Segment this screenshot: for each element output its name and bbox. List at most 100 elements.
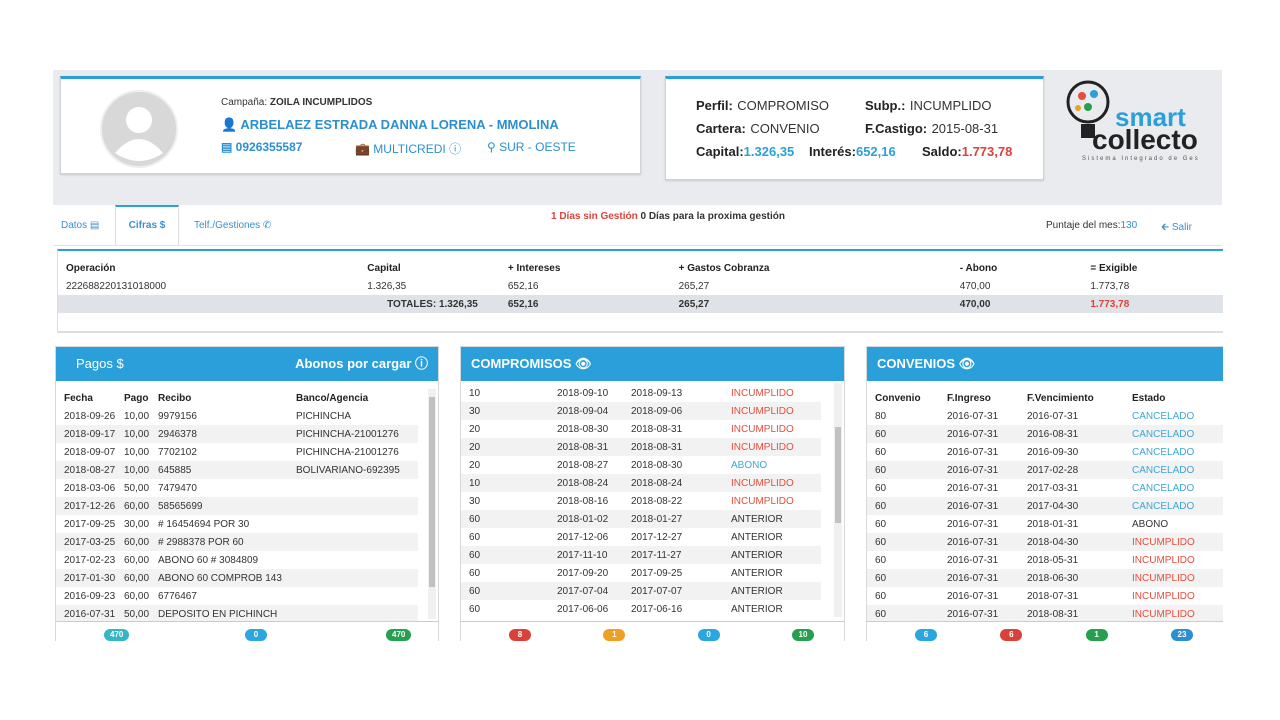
status-line: 1 Días sin Gestión 0 Días para la proxim… [551, 211, 785, 222]
totals-cell: 265,27 [670, 295, 952, 313]
cell: 2016-07-31 [1027, 410, 1079, 422]
cell: 60,00 [116, 533, 150, 551]
tab-active[interactable]: Cifras $ [115, 205, 179, 245]
score-value: 130 [1120, 220, 1138, 231]
tab[interactable]: Telf./Gestiones ✆ [194, 220, 272, 231]
cell: 50,00 [124, 482, 150, 494]
cell: 2017-06-16 [631, 603, 683, 615]
pagos-panel: Pagos $ Abonos por cargar ⓘ Fecha Pago Rec… [55, 346, 439, 641]
cell: 60 [469, 603, 481, 615]
badge: 6 [1000, 629, 1023, 641]
scrollbar[interactable] [428, 389, 436, 619]
cell: INCUMPLIDO [1124, 605, 1223, 621]
totals-value: 1.326,35 [438, 298, 478, 310]
header-cell: + Gastos Cobranza [678, 262, 770, 274]
cell: 60 [867, 497, 939, 515]
cell: 2018-08-22 [631, 495, 683, 507]
cell: 60,00 [124, 590, 150, 602]
perfil: Perfil: COMPROMISO [696, 97, 829, 115]
convenios-panel: CONVENIOS 👁 Convenio F.Ingreso F.Vencimien… [866, 346, 1223, 641]
row: 60 2016-07-31 2018-08-31 INCUMPLIDO [867, 605, 1223, 621]
row: 60 2016-07-31 2018-07-31 INCUMPLIDO [867, 587, 1223, 605]
tab[interactable]: Datos ▤ [61, 220, 100, 231]
totals-cell: 1.773,78 [1082, 295, 1223, 313]
cell: 2018-08-27 [56, 461, 116, 479]
cell: 2018-08-16 [557, 495, 609, 507]
row: 60 2016-07-31 2018-06-30 INCUMPLIDO [867, 569, 1223, 587]
row: 20 2018-08-31 2018-08-31 INCUMPLIDO [461, 438, 821, 456]
cell: 60 [867, 425, 939, 443]
cell-empty [288, 479, 418, 497]
action[interactable]: Abonos por cargar ⓘ [295, 356, 428, 371]
row: 2017-02-23 60,00 ABONO 60 # 3084809 [56, 551, 418, 569]
cell: INCUMPLIDO [1132, 590, 1195, 602]
logo: smart collecto Sistema Integrado de Ges [1062, 74, 1222, 166]
cell: INCUMPLIDO [731, 387, 794, 399]
label: Subp.: [865, 98, 906, 113]
cell: 2016-07-31 [939, 497, 1019, 515]
avatar [100, 90, 178, 168]
cell: 60 [867, 461, 939, 479]
cell: 2017-09-25 [64, 518, 116, 530]
cell: 60 [461, 510, 549, 528]
scrollbar[interactable] [834, 383, 842, 617]
saldo: Saldo:1.773,78 [922, 143, 1012, 161]
row: 60 2017-09-20 2017-09-25 ANTERIOR [461, 564, 821, 582]
badges: 6 6 1 23 [867, 629, 1223, 643]
logo-icon [1066, 80, 1110, 138]
cell: 2016-07-31 [947, 518, 999, 530]
exit-label[interactable]: Salir [1171, 222, 1192, 233]
cell: CANCELADO [1132, 446, 1195, 458]
cell: 2017-02-23 [64, 554, 116, 566]
cell: 60,00 [124, 554, 150, 566]
tab-label[interactable]: Telf./Gestiones [194, 220, 261, 231]
value: INCUMPLIDO [909, 98, 992, 113]
cell: CANCELADO [1124, 425, 1223, 443]
scroll-thumb[interactable] [429, 397, 435, 587]
row: 2017-01-30 60,00 ABONO 60 COMPROB 143 [56, 569, 418, 587]
cell-empty [288, 497, 418, 515]
cell: ANTERIOR [723, 546, 821, 564]
cell: 2016-07-31 [947, 554, 999, 566]
cell: 20 [461, 438, 549, 456]
row: 60 2016-07-31 2018-05-31 INCUMPLIDO [867, 551, 1223, 569]
header-cell: - Abono [959, 262, 998, 274]
exit[interactable]: 🡰 Salir [1161, 222, 1192, 233]
row: 2017-12-26 60,00 58565699 [56, 497, 418, 515]
tab-label[interactable]: Datos [61, 220, 88, 231]
panel-header: COMPROMISOS 👁 [461, 347, 844, 381]
row: 2018-08-27 10,00 645885 BOLIVARIANO-692395 [56, 461, 418, 479]
cell: PICHINCHA-21001276 [288, 425, 418, 443]
cell: 2017-01-30 [56, 569, 116, 587]
action-label[interactable]: Abonos por cargar [295, 356, 412, 371]
cell: 2018-08-31 [549, 438, 623, 456]
convenios-table: Convenio F.Ingreso F.Vencimiento Estado 80 20… [867, 389, 1223, 621]
logo-word: smart [1115, 102, 1186, 132]
label: Cartera: [696, 121, 746, 136]
badges: 8 1 0 10 [461, 629, 844, 643]
header-cell: = Exigible [1090, 262, 1138, 274]
header-row: Convenio F.Ingreso F.Vencimiento Estado [867, 389, 1223, 407]
header-cell: Fecha [64, 392, 93, 404]
cell: 2018-01-27 [623, 510, 723, 528]
cell: ANTERIOR [723, 582, 821, 600]
client-name: ARBELAEZ ESTRADA DANNA LORENA - MMOLINA [240, 117, 559, 132]
profile-card: Perfil: COMPROMISO Subp.: INCUMPLIDO Car… [665, 76, 1044, 180]
cell: 20 [469, 423, 481, 435]
cell: 2018-07-31 [1027, 590, 1079, 602]
scroll-thumb[interactable] [835, 427, 841, 523]
row: 2018-09-07 10,00 7702102 PICHINCHA-21001276 [56, 443, 418, 461]
cell: INCUMPLIDO [1124, 569, 1223, 587]
cell: INCUMPLIDO [723, 402, 821, 420]
cell: INCUMPLIDO [731, 423, 794, 435]
zone-row: ⚲ SUR - OESTE [487, 140, 576, 154]
cell: 60 [875, 554, 887, 566]
panel-title: Pagos $ [76, 356, 124, 371]
cell: PICHINCHA-21001276 [296, 446, 399, 458]
capital: Capital:1.326,35 [696, 143, 794, 161]
cell: 1.326,35 [367, 280, 407, 292]
pagos-table: Fecha Pago Recibo Banco/Agencia 2018-09-26 10… [56, 389, 418, 621]
header-cell: F.Vencimiento [1027, 392, 1094, 404]
cell: 2946378 [150, 425, 288, 443]
